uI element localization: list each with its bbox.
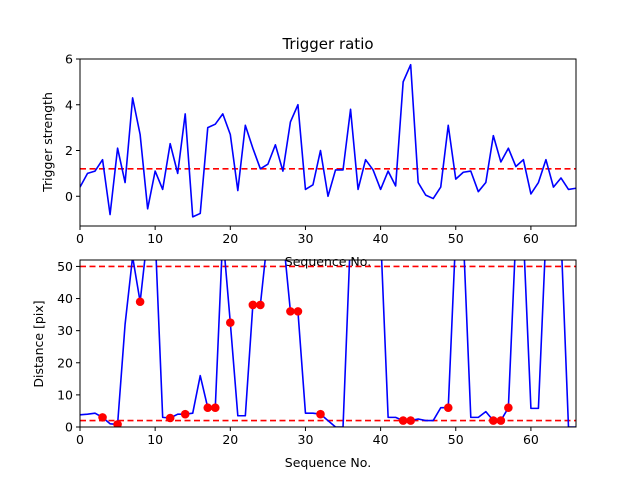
data-point-marker: [504, 403, 513, 413]
y-tick-label: 2: [65, 143, 73, 158]
chart-title: Trigger ratio: [281, 35, 373, 53]
x-tick-label: 60: [523, 231, 539, 246]
data-point-marker: [210, 403, 220, 413]
plot-area: [80, 63, 576, 218]
y-tick-label: 40: [57, 291, 73, 306]
data-point-marker: [406, 416, 415, 425]
y-tick-label: 50: [57, 259, 73, 274]
data-point-marker: [98, 413, 107, 422]
x-tick-label: 20: [222, 231, 238, 246]
x-tick-label: 60: [523, 432, 539, 447]
axes-frame: [79, 58, 577, 227]
x-tick-label: 30: [298, 231, 314, 246]
data-point-marker: [248, 300, 258, 310]
data-series-line: [80, 63, 576, 218]
y-tick-label: 30: [57, 323, 73, 338]
plot-area: [80, 260, 576, 427]
data-point-marker: [165, 413, 175, 423]
data-point-marker: [398, 416, 408, 425]
data-point-marker: [180, 409, 190, 419]
x-tick-label: 30: [298, 432, 314, 447]
data-point-marker: [203, 403, 213, 413]
y-tick-label: 0: [65, 420, 73, 435]
data-point-marker: [443, 403, 453, 413]
y-tick-label: 4: [65, 97, 73, 112]
data-point-marker: [489, 416, 498, 425]
x-tick-label: 50: [448, 432, 464, 447]
y-axis-label: Trigger strength: [40, 92, 55, 193]
x-tick-label: 10: [147, 432, 163, 447]
x-tick-label: 10: [147, 231, 163, 246]
x-tick-label: 0: [76, 231, 84, 246]
y-axis-label: Distance [pix]: [31, 300, 46, 387]
data-point-marker: [256, 300, 265, 310]
data-point-marker: [293, 307, 303, 316]
data-point-marker: [135, 297, 145, 307]
y-tick-label: 0: [65, 189, 73, 204]
y-tick-label: 20: [57, 355, 73, 370]
distance-chart: Distance [pix] Sequence No. 0 10 20 30 40 50 6…: [31, 259, 577, 470]
data-point-marker: [316, 409, 325, 419]
data-point-marker: [286, 307, 295, 316]
y-tick-label: 6: [65, 52, 73, 67]
x-tick-label: 20: [222, 432, 238, 447]
data-point-marker: [113, 420, 122, 427]
x-tick-label: 0: [76, 432, 84, 447]
x-tick-label: 40: [373, 231, 389, 246]
axes-frame: [79, 259, 577, 428]
data-point-marker: [496, 416, 506, 425]
trigger-ratio-chart: Trigger ratio Trigger strength Sequence …: [40, 35, 577, 269]
y-tick-label: 10: [57, 387, 73, 402]
data-point-marker: [226, 318, 235, 327]
x-tick-label: 40: [373, 432, 389, 447]
x-axis-label: Sequence No.: [285, 455, 371, 470]
x-tick-label: 50: [448, 231, 464, 246]
